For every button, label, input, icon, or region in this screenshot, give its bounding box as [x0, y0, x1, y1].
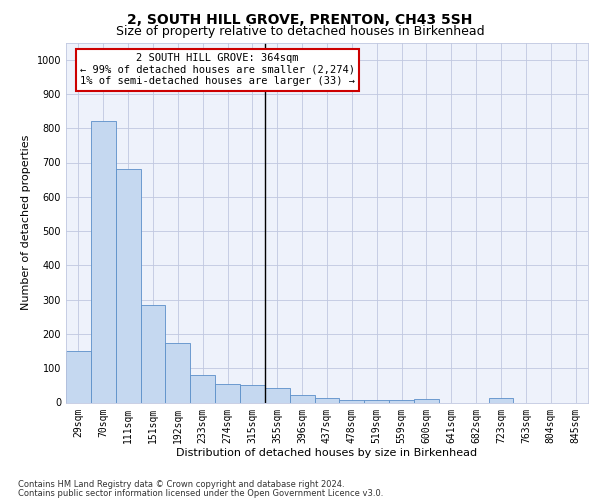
Bar	[166, 342, 190, 402]
Text: 2 SOUTH HILL GROVE: 364sqm
← 99% of detached houses are smaller (2,274)
1% of se: 2 SOUTH HILL GROVE: 364sqm ← 99% of deta…	[80, 54, 355, 86]
Bar	[314, 398, 340, 402]
Bar	[265, 388, 290, 402]
Text: 2, SOUTH HILL GROVE, PRENTON, CH43 5SH: 2, SOUTH HILL GROVE, PRENTON, CH43 5SH	[127, 12, 473, 26]
Y-axis label: Number of detached properties: Number of detached properties	[21, 135, 31, 310]
X-axis label: Distribution of detached houses by size in Birkenhead: Distribution of detached houses by size …	[176, 448, 478, 458]
Bar	[414, 399, 439, 402]
Bar	[240, 386, 265, 402]
Text: Contains public sector information licensed under the Open Government Licence v3: Contains public sector information licen…	[18, 488, 383, 498]
Bar	[91, 122, 116, 402]
Bar	[215, 384, 240, 402]
Bar	[116, 170, 140, 402]
Bar	[190, 375, 215, 402]
Bar	[290, 395, 314, 402]
Text: Contains HM Land Registry data © Crown copyright and database right 2024.: Contains HM Land Registry data © Crown c…	[18, 480, 344, 489]
Bar	[66, 351, 91, 403]
Text: Size of property relative to detached houses in Birkenhead: Size of property relative to detached ho…	[116, 25, 484, 38]
Bar	[140, 306, 166, 402]
Bar	[364, 400, 389, 402]
Bar	[340, 400, 364, 402]
Bar	[488, 398, 514, 402]
Bar	[389, 400, 414, 402]
